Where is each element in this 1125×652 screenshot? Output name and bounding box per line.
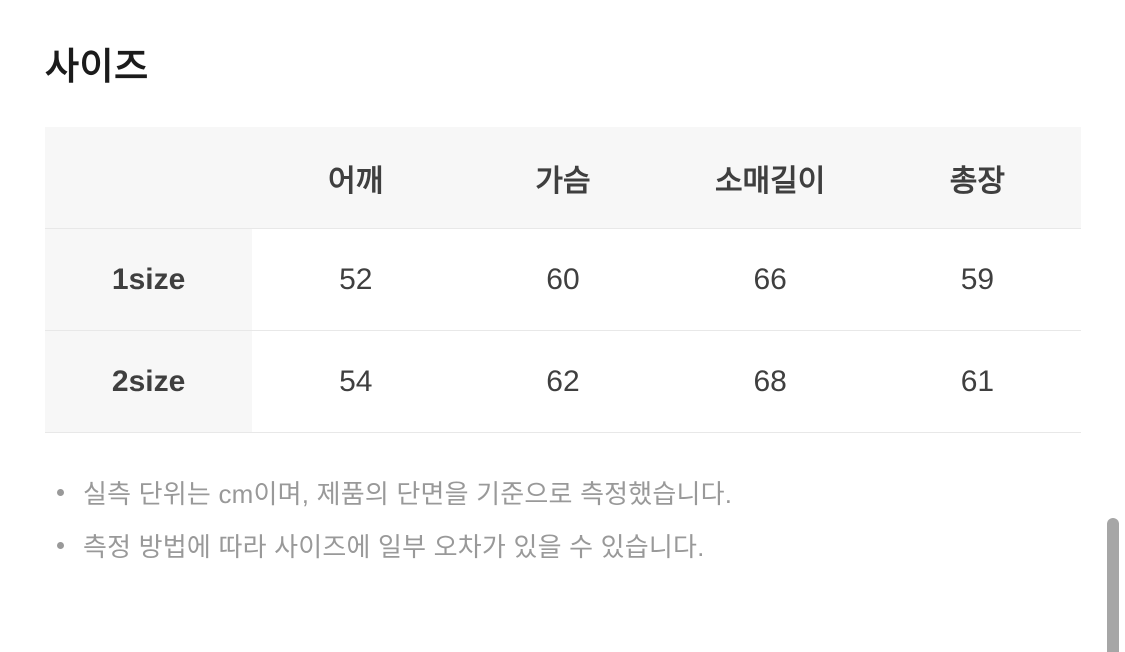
size-cell: 60 xyxy=(459,228,667,331)
row-label: 1size xyxy=(45,228,253,331)
size-cell: 66 xyxy=(666,228,874,331)
note-item: 측정 방법에 따라 사이즈에 일부 오차가 있을 수 있습니다. xyxy=(45,519,732,572)
column-header-total-length: 총장 xyxy=(873,127,1081,229)
column-header-blank xyxy=(45,127,253,229)
size-cell: 52 xyxy=(252,228,460,331)
bullet-icon xyxy=(57,489,64,496)
size-cell: 68 xyxy=(666,330,874,433)
note-text: 실측 단위는 cm이며, 제품의 단면을 기준으로 측정했습니다. xyxy=(83,479,733,509)
notes-list: 실측 단위는 cm이며, 제품의 단면을 기준으로 측정했습니다. 측정 방법에… xyxy=(45,466,732,572)
column-header-chest: 가슴 xyxy=(459,127,667,229)
table-row: 2size 54 62 68 61 xyxy=(45,330,1081,433)
column-header-shoulder: 어깨 xyxy=(252,127,460,229)
size-cell: 61 xyxy=(873,330,1081,433)
note-item: 실측 단위는 cm이며, 제품의 단면을 기준으로 측정했습니다. xyxy=(45,466,732,519)
scrollbar-thumb[interactable] xyxy=(1107,518,1119,652)
row-label: 2size xyxy=(45,330,253,433)
bullet-icon xyxy=(57,542,64,549)
size-table-header-row: 어깨 가슴 소매길이 총장 xyxy=(45,127,1081,229)
column-header-sleeve-length: 소매길이 xyxy=(666,127,874,229)
size-cell: 54 xyxy=(252,330,460,433)
size-cell: 62 xyxy=(459,330,667,433)
note-text: 측정 방법에 따라 사이즈에 일부 오차가 있을 수 있습니다. xyxy=(83,532,705,562)
size-table: 어깨 가슴 소매길이 총장 1size 52 60 66 59 2size 54… xyxy=(45,127,1081,433)
table-row: 1size 52 60 66 59 xyxy=(45,228,1081,331)
size-cell: 59 xyxy=(873,228,1081,331)
page-title: 사이즈 xyxy=(45,46,149,87)
